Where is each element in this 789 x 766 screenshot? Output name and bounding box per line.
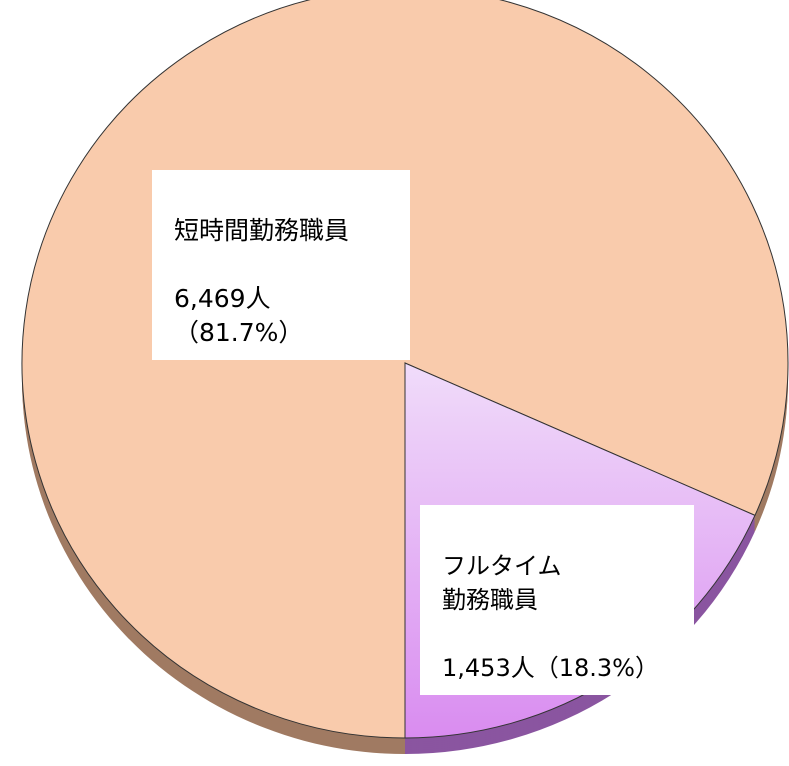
- slice-label: フルタイム 勤務職員 1,453人（18.3%）: [420, 505, 694, 695]
- slice-label: 短時間勤務職員 6,469人（81.7%）: [152, 170, 410, 360]
- category-label: フルタイム 勤務職員: [442, 552, 562, 614]
- category-label: 短時間勤務職員: [174, 216, 350, 245]
- value-label: 1,453人（18.3%）: [442, 654, 659, 682]
- value-label: 6,469人（81.7%）: [174, 284, 304, 347]
